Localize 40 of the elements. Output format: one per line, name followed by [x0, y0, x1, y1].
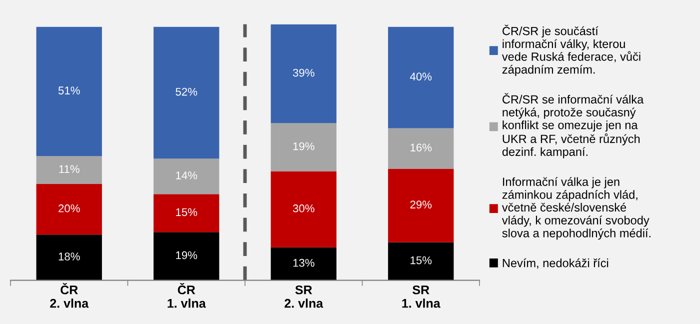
bar	[388, 26, 454, 128]
legend-label: ČR/SR je součástí informační války, kterou vede Ruská federace, vůči západním zemím.	[502, 24, 640, 76]
bar	[270, 24, 336, 124]
bar	[36, 184, 102, 235]
data-label: 40%	[410, 72, 432, 80]
data-label: 52%	[176, 88, 198, 96]
bar	[270, 171, 336, 248]
bar	[36, 156, 102, 184]
data-label: 19%	[293, 142, 314, 150]
data-label: 29%	[410, 200, 432, 208]
data-label: 15%	[410, 256, 432, 264]
x-tick-label: ČR 2. vlna	[50, 282, 89, 308]
data-label: 30%	[292, 204, 314, 212]
bar	[388, 128, 454, 169]
data-label: 39%	[292, 68, 314, 77]
bar	[270, 123, 336, 172]
legend-label: Informační válka je jen záminkou západních vlád, včetně české/slovenské vlády, k omezování svobody slova a nepohodlných médií.	[502, 177, 650, 240]
bar	[154, 158, 220, 194]
bar	[270, 247, 336, 280]
bar	[154, 194, 220, 232]
x-tick-label: ČR 1. vlna	[168, 282, 206, 308]
bar	[36, 26, 102, 156]
data-label: 14%	[176, 172, 198, 180]
legend-label: ČR/SR se informační válka netýká, protože současný konflikt se omezuje jen na UKR a RF, včetně různých dezinf. kampaní.	[502, 93, 644, 158]
data-label: 13%	[293, 258, 314, 267]
data-label: 18%	[58, 252, 80, 260]
data-label: 51%	[58, 86, 80, 94]
bar	[154, 26, 220, 159]
bar	[388, 168, 454, 242]
bar	[36, 234, 102, 280]
legend-label: Nevím, nedokáži říci	[502, 258, 608, 269]
x-tick-label: SR 1. vlna	[402, 285, 440, 308]
data-label: 11%	[59, 165, 80, 173]
data-label: 19%	[176, 251, 198, 260]
data-label: 15%	[176, 208, 198, 216]
data-label: 16%	[410, 144, 432, 152]
data-label: 20%	[58, 204, 80, 212]
bar	[388, 242, 454, 280]
x-tick-label: SR 2. vlna	[284, 285, 324, 308]
bar	[154, 232, 220, 280]
